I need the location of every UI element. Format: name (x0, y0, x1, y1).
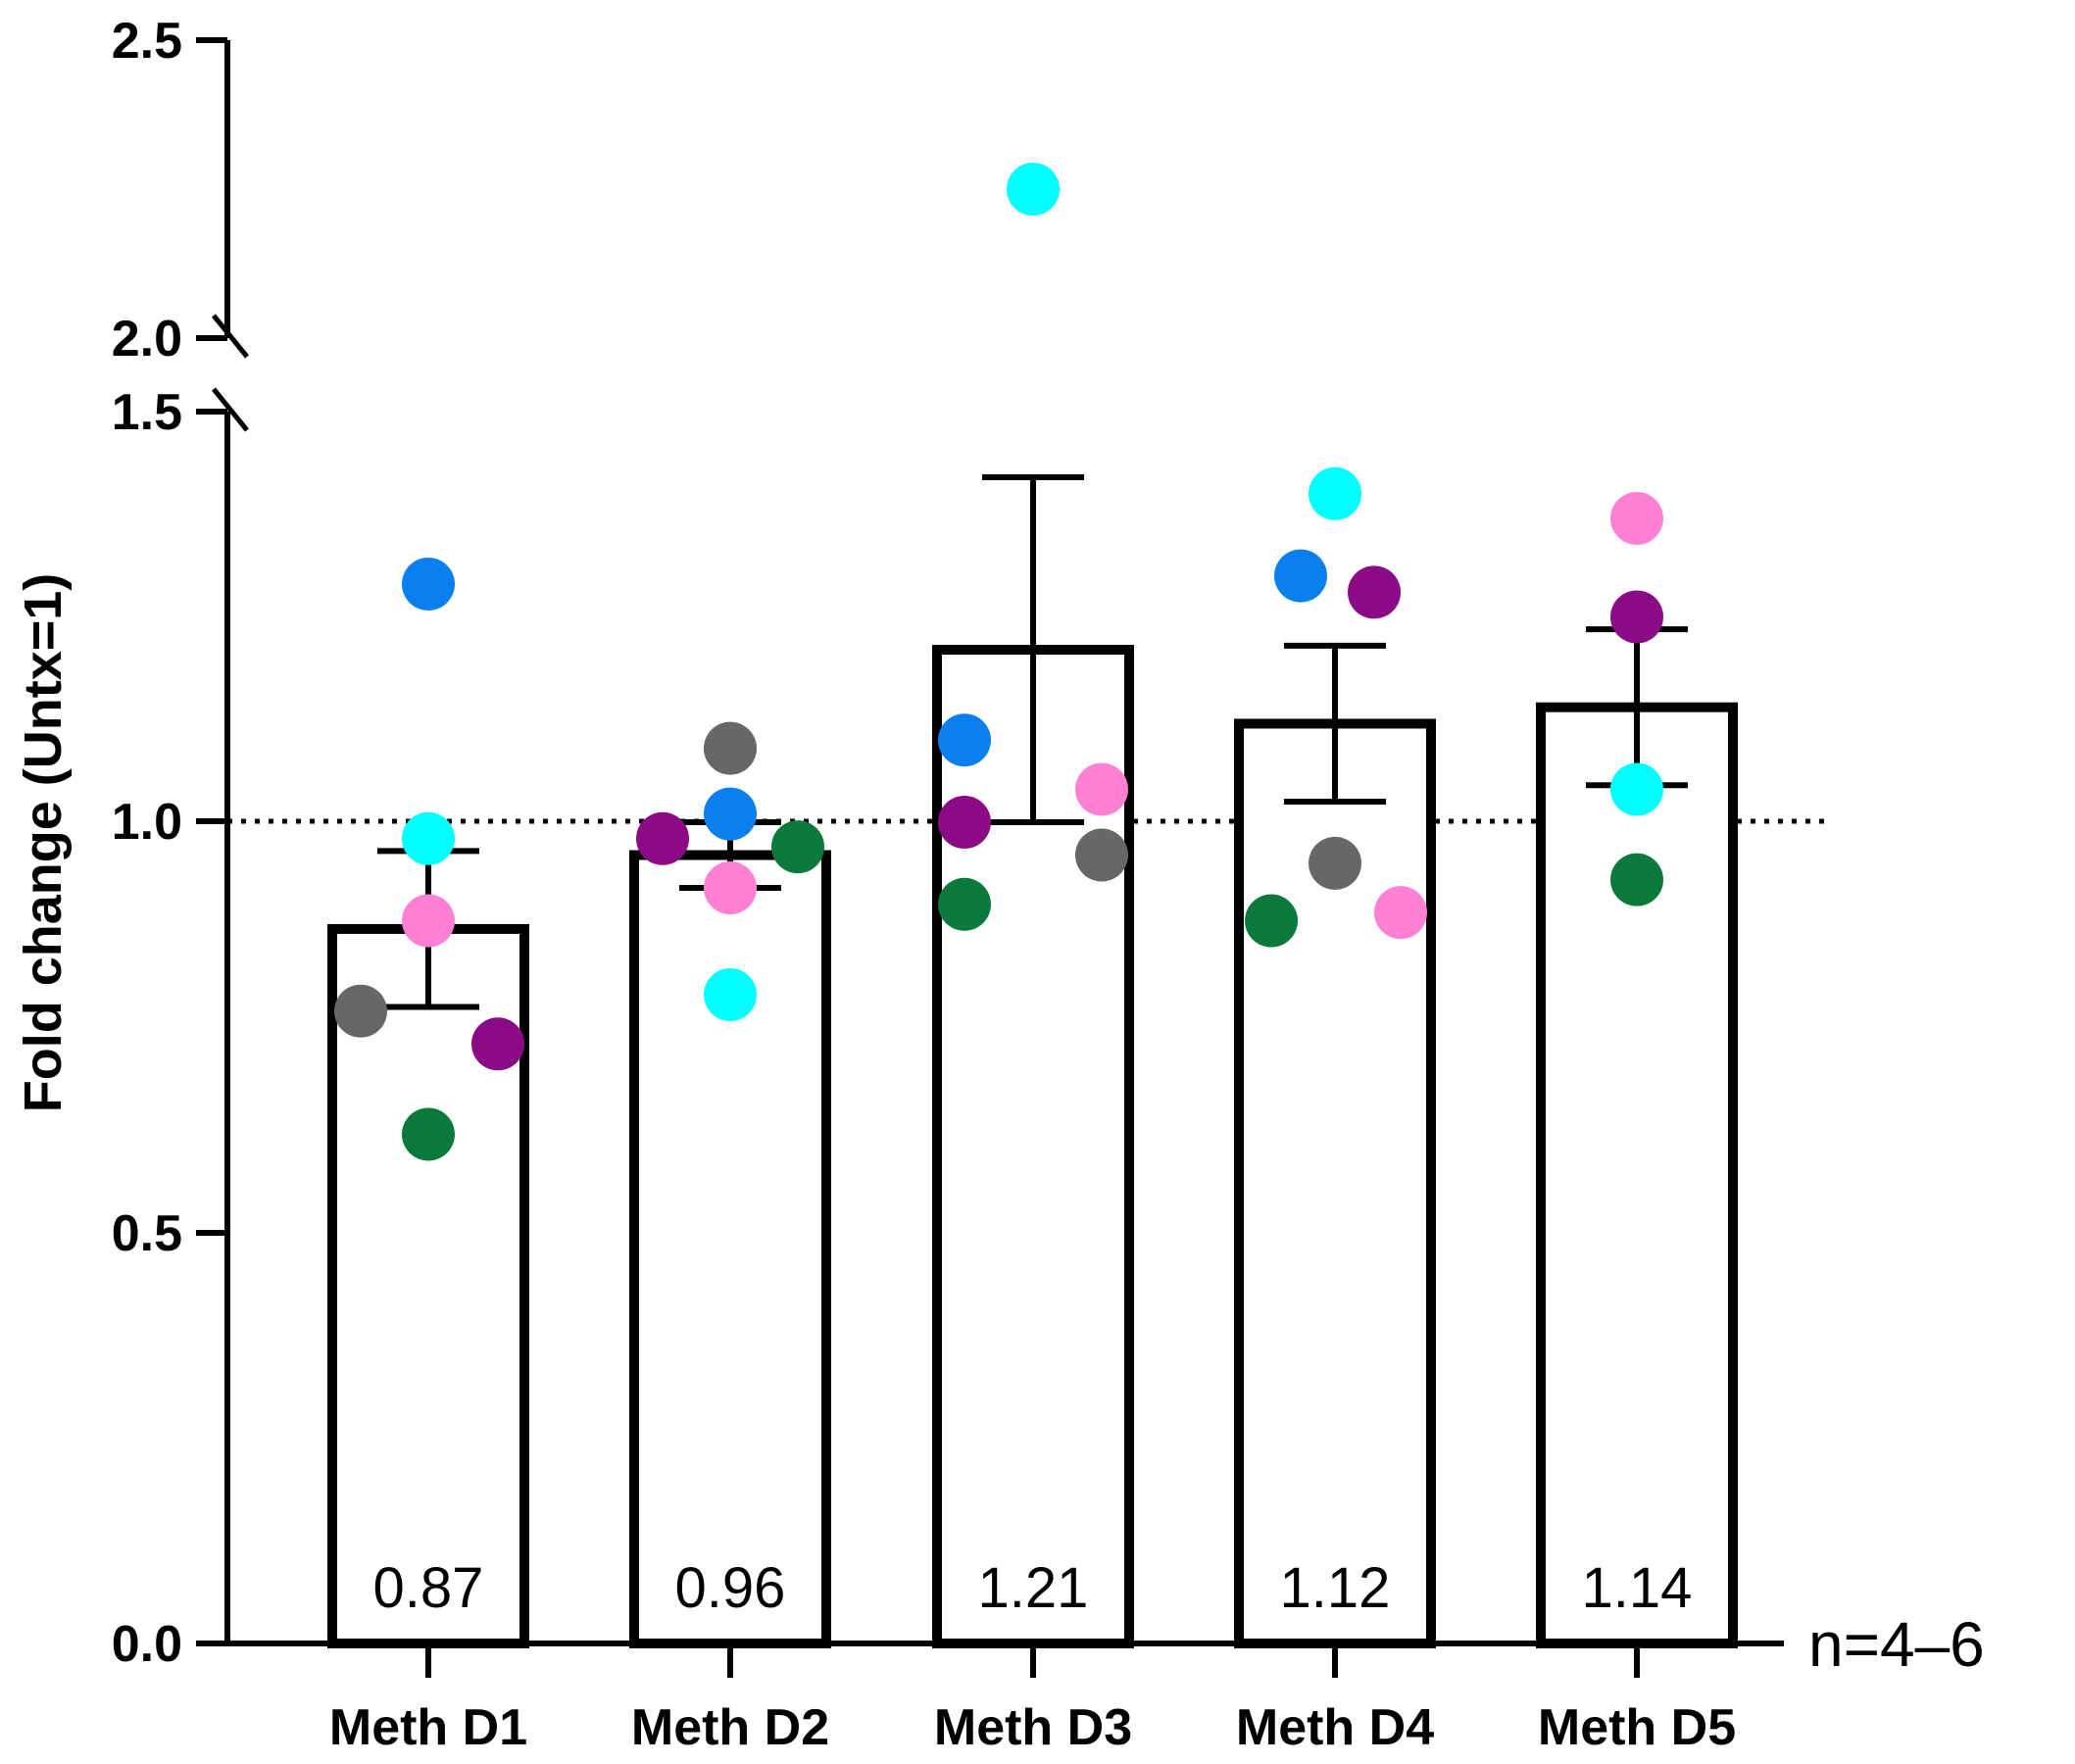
data-point-2-cyan (704, 967, 757, 1021)
error-bars-layer (377, 474, 1688, 1678)
data-point-5-cyan (1610, 762, 1663, 816)
bar-value-label-5: 1.14 (1582, 1556, 1693, 1620)
data-point-2-green (771, 820, 824, 874)
labels-layer: 0.87 Meth D1 0.96 Meth D2 1.21 Meth D3 1.12 Met… (329, 1556, 1736, 1756)
data-point-1-pink (402, 894, 455, 948)
data-point-3-purple (938, 796, 991, 849)
data-point-4-pink (1374, 886, 1427, 940)
bar-value-label-4: 1.12 (1280, 1556, 1391, 1620)
y-tick-label-1-5: 1.5 (112, 384, 182, 441)
data-point-1-purple (471, 1017, 524, 1071)
data-point-3-blue (938, 713, 991, 767)
data-point-4-purple (1348, 565, 1401, 619)
bars-layer (327, 645, 1738, 1648)
data-point-3-gray (1075, 828, 1128, 882)
data-point-3-pink (1075, 762, 1128, 816)
data-point-5-green (1610, 853, 1663, 906)
data-point-4-green (1245, 894, 1298, 948)
y-tick-label-0: 0.0 (112, 1616, 182, 1673)
data-point-2-pink (704, 861, 757, 915)
data-point-1-cyan (402, 811, 455, 865)
axis-break-mark-top (212, 314, 249, 359)
y-tick-label-1-0: 1.0 (112, 794, 182, 851)
data-point-3-green (938, 877, 991, 931)
x-tick-label-1: Meth D1 (329, 1699, 527, 1756)
data-point-1-blue (402, 557, 455, 611)
x-tick-label-3: Meth D3 (934, 1699, 1132, 1756)
data-point-5-pink (1610, 491, 1663, 545)
y-tick-label-0-5: 0.5 (112, 1205, 182, 1262)
bar-value-label-3: 1.21 (978, 1556, 1089, 1620)
sample-size-annotation: n=4–6 (1808, 1609, 1985, 1680)
data-point-4-gray (1309, 836, 1361, 890)
data-point-5-purple (1610, 590, 1663, 644)
data-point-2-purple (636, 811, 689, 865)
y-axis-title: Fold change (Untx=1) (14, 573, 73, 1113)
x-tick-label-2: Meth D2 (631, 1699, 829, 1756)
data-point-2-blue (704, 787, 757, 841)
data-point-1-green (402, 1107, 455, 1161)
y-tick-label-2-0: 2.0 (112, 311, 182, 368)
x-tick-label-4: Meth D4 (1236, 1699, 1434, 1756)
axis-break-mark-bottom (212, 387, 249, 432)
bar-value-label-2: 0.96 (675, 1556, 786, 1620)
data-point-4-blue (1274, 549, 1327, 603)
data-point-1-gray (334, 984, 387, 1038)
data-point-3-cyan (1007, 163, 1060, 216)
y-tick-label-2-5: 2.5 (112, 13, 182, 70)
data-point-2-gray (704, 721, 757, 775)
bar-value-label-1: 0.87 (373, 1556, 484, 1620)
x-tick-label-5: Meth D5 (1538, 1699, 1736, 1756)
bar-5 (1536, 702, 1738, 1648)
points-layer (334, 163, 1663, 1161)
data-point-4-cyan (1309, 466, 1361, 520)
